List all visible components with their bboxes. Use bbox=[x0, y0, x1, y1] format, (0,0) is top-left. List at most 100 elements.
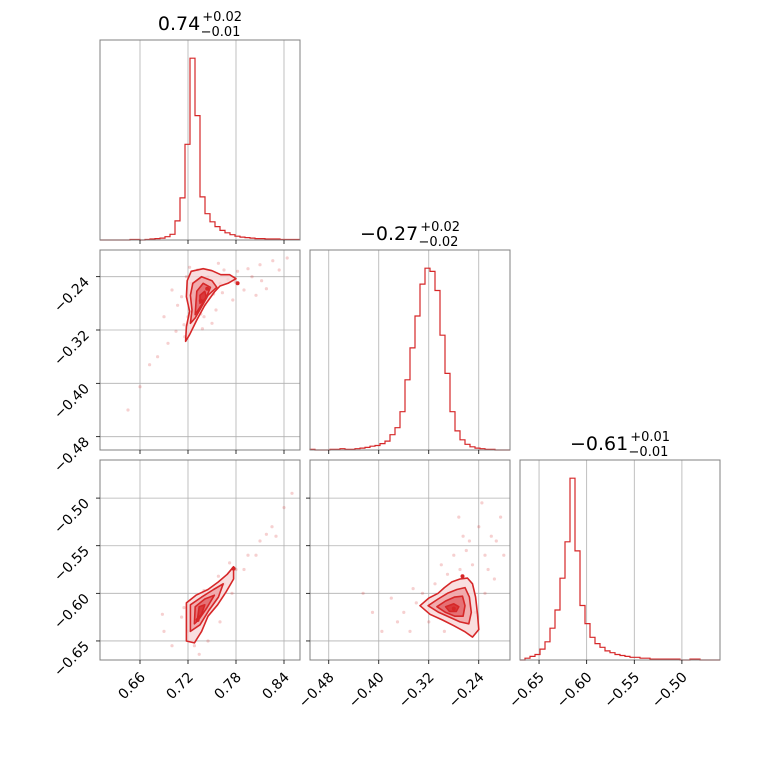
scatter-2-1-density-point-1 bbox=[451, 606, 456, 611]
scatter-1-0-point-31 bbox=[176, 303, 180, 307]
scatter-2-1-point-13 bbox=[389, 596, 393, 600]
scatter-1-0-point-18 bbox=[174, 329, 178, 333]
scatter-1-0-point-20 bbox=[156, 355, 160, 359]
scatter-1-0-point-24 bbox=[202, 315, 206, 319]
scatter-1-0-point-15 bbox=[242, 288, 246, 292]
title-param-2: −0.61 +0.01 −0.01 bbox=[570, 430, 670, 460]
scatter-2-1-point-12 bbox=[402, 610, 406, 615]
scatter-2-0-point-6 bbox=[258, 539, 262, 543]
scatter-2-0-point-27 bbox=[197, 652, 201, 656]
scatter-2-0-point-7 bbox=[270, 525, 274, 529]
x-tick-label-x1-0: −0.48 bbox=[296, 670, 338, 712]
scatter-1-0-point-36 bbox=[188, 265, 192, 269]
title-plus-2: +0.01 bbox=[630, 430, 670, 445]
scatter-1-0-point-32 bbox=[231, 298, 235, 302]
title-minus-0: −0.01 bbox=[201, 25, 241, 40]
hist-0-frame bbox=[99, 39, 301, 241]
hist-1-step-line bbox=[309, 267, 510, 451]
scatter-2-0-point-24 bbox=[264, 532, 268, 536]
scatter-2-1-point-31 bbox=[411, 587, 415, 591]
scatter-2-1-point-11 bbox=[452, 553, 456, 557]
title-minus-2: −0.01 bbox=[629, 445, 669, 460]
scatter-2-0-point-20 bbox=[180, 615, 184, 619]
title-param-0: 0.74 +0.02 −0.01 bbox=[158, 10, 242, 40]
scatter-1-0-point-23 bbox=[126, 408, 130, 412]
scatter-1-0-point-37 bbox=[200, 327, 204, 331]
title-param-1: −0.27 +0.02 −0.02 bbox=[360, 220, 460, 250]
scatter-2-0-point-8 bbox=[282, 506, 286, 510]
scatter-2-1-point-26 bbox=[442, 629, 446, 634]
x-tick-label-x2-2: −0.55 bbox=[601, 670, 643, 712]
scatter-1-0-point-17 bbox=[182, 323, 186, 327]
scatter-1-0-point-41 bbox=[220, 291, 224, 295]
scatter-2-1-frame bbox=[309, 459, 511, 661]
scatter-1-0-point-29 bbox=[210, 321, 214, 325]
x-tick-label-x0-2: 0.78 bbox=[211, 670, 244, 703]
scatter-2-1-point-5 bbox=[470, 563, 475, 567]
scatter-1-0-point-45 bbox=[264, 287, 268, 291]
scatter-2-0-point-5 bbox=[246, 553, 250, 557]
x-tick-label-x1-2: −0.32 bbox=[396, 670, 438, 712]
scatter-2-1-point-4 bbox=[458, 567, 462, 572]
y-tick-label-y1-1: −0.32 bbox=[51, 328, 93, 370]
scatter-1-0-point-9 bbox=[236, 269, 240, 273]
scatter-2-1-point-16 bbox=[483, 591, 487, 595]
scatter-2-0-point-12 bbox=[162, 629, 166, 634]
scatter-2-0-point-19 bbox=[192, 644, 196, 648]
scatter-1-0-point-47 bbox=[180, 295, 184, 299]
scatter-2-1-point-33 bbox=[457, 515, 461, 519]
scatter-2-0-point-13 bbox=[206, 639, 210, 643]
x-tick-label-x0-3: 0.84 bbox=[259, 669, 292, 702]
scatter-1-0-point-19 bbox=[166, 341, 170, 345]
scatter-2-1-point-30 bbox=[361, 591, 365, 595]
scatter-2-0-point-17 bbox=[254, 553, 258, 557]
scatter-2-1-point-10 bbox=[464, 548, 468, 553]
scatter-1-0-point-38 bbox=[162, 315, 166, 319]
y-tick-label-y1-0: −0.24 bbox=[51, 274, 93, 316]
scatter-2-1-point-19 bbox=[467, 539, 471, 543]
scatter-2-1-point-29 bbox=[461, 534, 465, 538]
scatter-2-0-point-10 bbox=[182, 606, 186, 610]
scatter-2-0-point-14 bbox=[218, 620, 222, 624]
scatter-2-1-point-6 bbox=[483, 553, 487, 557]
scatter-2-1-point-8 bbox=[499, 515, 503, 519]
scatter-2-1-point-28 bbox=[502, 553, 506, 557]
hist-0-step-line bbox=[100, 57, 300, 241]
scatter-2-1-point-1 bbox=[420, 591, 425, 595]
x-tick-label-x2-1: −0.60 bbox=[554, 670, 596, 712]
scatter-2-0-point-25 bbox=[160, 612, 164, 616]
scatter-1-0-point-14 bbox=[260, 279, 264, 283]
y-tick-label-y1-3: −0.48 bbox=[51, 434, 93, 476]
x-tick-label-x2-0: −0.65 bbox=[506, 670, 548, 712]
y-tick-label-y2-2: −0.60 bbox=[51, 591, 93, 633]
scatter-1-0-density-point-2 bbox=[205, 286, 210, 291]
scatter-1-0-point-27 bbox=[222, 268, 226, 272]
scatter-1-0-point-34 bbox=[277, 268, 281, 272]
title-median-2: −0.61 bbox=[570, 433, 628, 455]
scatter-1-0-point-11 bbox=[258, 263, 262, 267]
x-tick-label-x0-0: 0.66 bbox=[115, 669, 148, 702]
scatter-2-0-contour-3 bbox=[196, 603, 206, 619]
y-tick-label-y2-0: −0.50 bbox=[51, 496, 93, 538]
scatter-2-1-density-point-0 bbox=[460, 574, 465, 579]
scatter-1-0-point-35 bbox=[216, 261, 220, 265]
x-tick-label-x0-1: 0.72 bbox=[163, 670, 196, 703]
title-plus-1: +0.02 bbox=[420, 220, 460, 235]
scatter-2-0-point-11 bbox=[170, 644, 174, 648]
y-tick-label-y1-2: −0.40 bbox=[51, 381, 93, 423]
scatter-1-0-density-point-1 bbox=[235, 281, 240, 286]
scatter-2-1-point-18 bbox=[439, 563, 443, 567]
scatter-2-0-point-16 bbox=[242, 567, 246, 572]
scatter-1-0-point-13 bbox=[285, 256, 289, 260]
scatter-2-0-point-15 bbox=[230, 591, 234, 595]
scatter-2-1-point-20 bbox=[480, 501, 484, 505]
x-tick-label-x2-3: −0.50 bbox=[649, 670, 691, 712]
title-plus-0: +0.02 bbox=[202, 10, 242, 25]
y-tick-label-y2-3: −0.65 bbox=[51, 638, 93, 680]
scatter-2-0-point-18 bbox=[274, 534, 278, 538]
scatter-1-0-point-30 bbox=[170, 288, 174, 292]
scatter-2-1-point-24 bbox=[370, 610, 375, 615]
scatter-2-0-point-23 bbox=[228, 561, 232, 565]
hist-2-step-line bbox=[520, 477, 720, 661]
